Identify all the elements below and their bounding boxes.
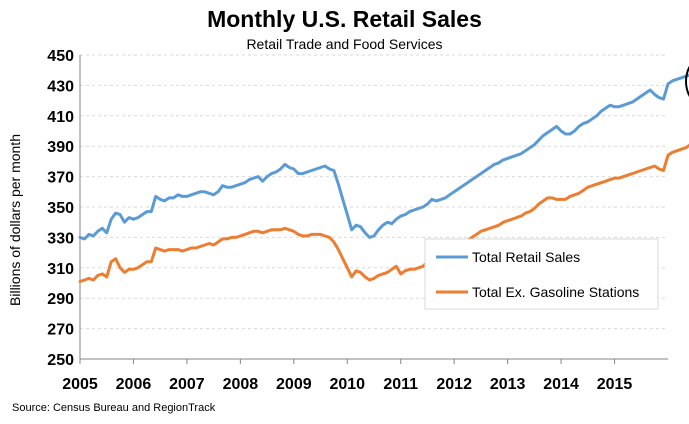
annotation-circle (685, 65, 689, 97)
annotations (685, 65, 689, 97)
y-tick-label-450: 450 (47, 48, 74, 65)
chart-subtitle: Retail Trade and Food Services (246, 36, 443, 52)
y-tick-label-410: 410 (47, 109, 74, 126)
x-tick-label-2006: 2006 (116, 376, 152, 393)
legend-box (424, 238, 659, 310)
x-tick-label-2012: 2012 (436, 376, 472, 393)
x-tick-label-2011: 2011 (383, 376, 418, 393)
y-tick-label-270: 270 (47, 322, 74, 339)
y-tick-label-290: 290 (47, 291, 74, 308)
x-tick-label-2015: 2015 (597, 376, 633, 393)
y-tick-label-250: 250 (47, 352, 74, 369)
x-tick-labels: 2005 2006 2007 2008 2009 2010 2011 2012 2013 2014… (62, 376, 632, 393)
series-line-1 (78, 143, 689, 283)
series-lines (78, 73, 689, 283)
y-tick-label-330: 330 (47, 230, 74, 247)
x-tick-label-2013: 2013 (490, 376, 526, 393)
legend-label-total-retail-sales: Total Retail Sales (472, 249, 580, 265)
legend-label-total-ex-gasoline: Total Ex. Gasoline Stations (472, 284, 639, 300)
x-tick-label-2008: 2008 (223, 376, 259, 393)
y-tick-label-430: 430 (47, 78, 74, 95)
y-tick-label-390: 390 (47, 139, 74, 156)
y-tick-label-370: 370 (47, 170, 74, 187)
axes (79, 55, 668, 364)
chart-title: Monthly U.S. Retail Sales (207, 6, 482, 32)
y-axis-title: Billions of dollars per month (7, 134, 23, 306)
y-tick-label-350: 350 (47, 200, 74, 217)
x-tick-label-2014: 2014 (543, 376, 579, 393)
series-line-0 (78, 73, 689, 241)
x-tick-label-2010: 2010 (329, 376, 365, 393)
x-tick-label-2009: 2009 (276, 376, 312, 393)
gridlines (80, 54, 668, 330)
legend: Total Retail Sales Total Ex. Gasoline St… (424, 238, 659, 310)
x-tick-label-2005: 2005 (62, 376, 98, 393)
y-tick-labels: 250 270 290 310 330 350 370 390 410 430 450 (47, 48, 74, 369)
y-tick-label-310: 310 (47, 261, 74, 278)
source-note: Source: Census Bureau and RegionTrack (12, 402, 216, 414)
x-tick-label-2007: 2007 (169, 376, 205, 393)
